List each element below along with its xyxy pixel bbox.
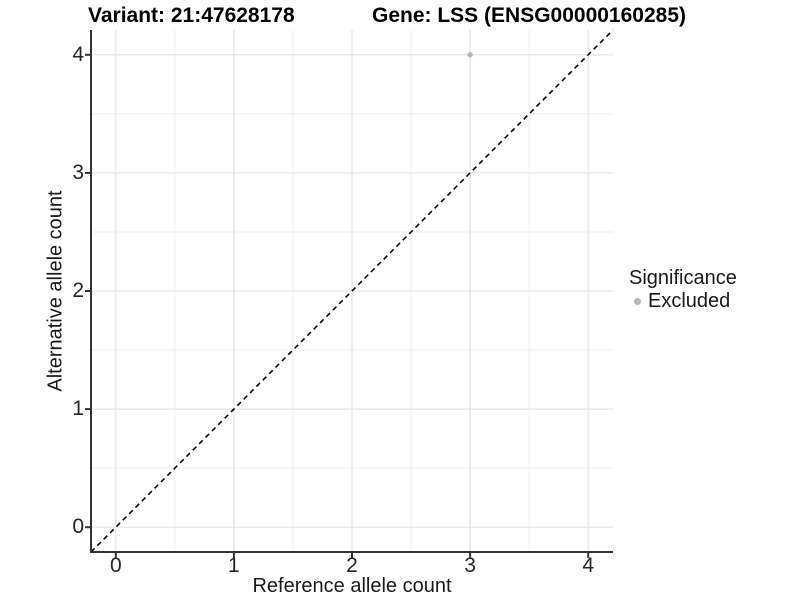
excluded-point-icon bbox=[634, 297, 641, 305]
x-tick-label: 1 bbox=[228, 554, 240, 577]
y-tick-label: 2 bbox=[72, 279, 84, 302]
plot-title-variant: Variant: 21:47628178 bbox=[88, 4, 295, 27]
y-tick-label: 1 bbox=[72, 397, 84, 421]
y-tick-label: 4 bbox=[72, 42, 84, 66]
x-tick-label: 3 bbox=[464, 554, 476, 577]
legend-title: Significance bbox=[629, 267, 737, 289]
x-tick-label: 0 bbox=[109, 554, 122, 577]
legend-item-label: Excluded bbox=[648, 290, 731, 312]
legend-item-excluded: Excluded bbox=[629, 290, 737, 312]
x-tick-label: 2 bbox=[346, 554, 358, 577]
y-tick-label: 3 bbox=[72, 160, 84, 184]
legend: Significance Excluded bbox=[629, 266, 737, 312]
x-tick-label: 4 bbox=[582, 554, 595, 577]
data-point bbox=[467, 52, 473, 58]
plot-title-gene: Gene: LSS (ENSG00000160285) bbox=[372, 4, 686, 27]
y-axis-title: Alternative allele count bbox=[44, 190, 67, 392]
x-axis-title: Reference allele count bbox=[252, 575, 452, 597]
identity-dashed-line bbox=[90, 29, 614, 553]
y-tick-label: 0 bbox=[72, 515, 84, 539]
